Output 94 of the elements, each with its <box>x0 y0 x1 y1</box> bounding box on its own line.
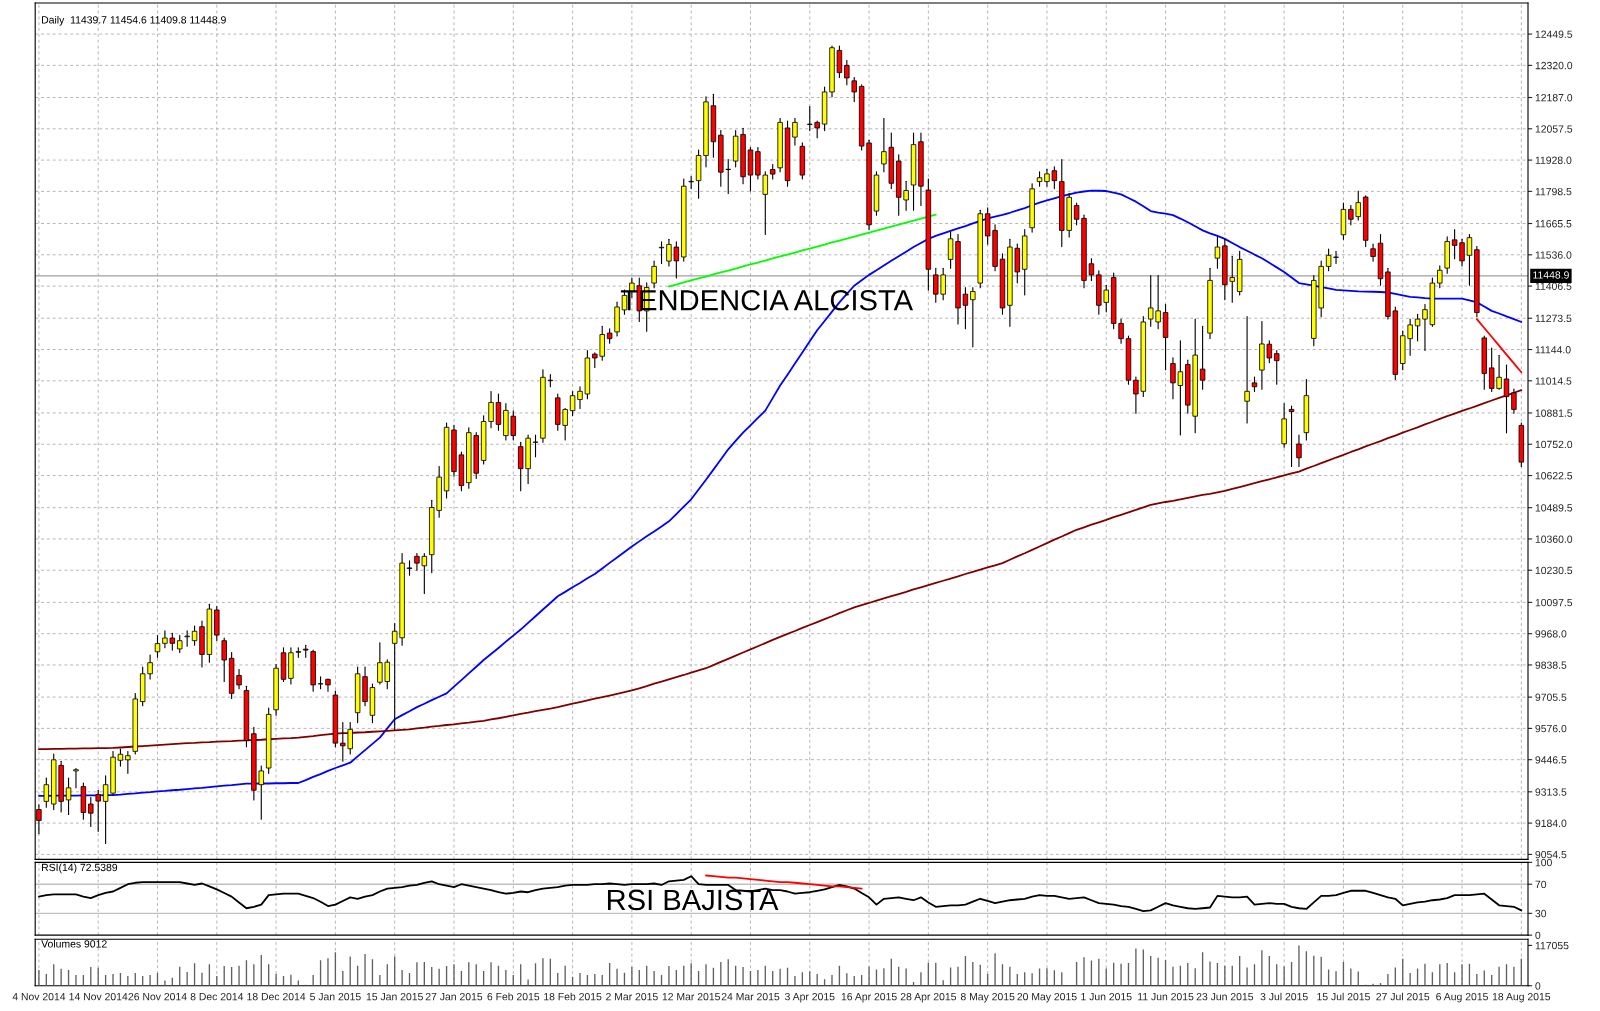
chart-title: RSI(14) 72.5389 <box>42 863 118 874</box>
x-tick-label: 27 Jul 2015 <box>1376 992 1430 1001</box>
x-tick-label: 24 Mar 2015 <box>721 992 780 1001</box>
candlestick <box>688 175 694 190</box>
y-tick-label: 9968.0 <box>1535 630 1567 638</box>
candlestick <box>184 630 190 647</box>
ref-line-label: 11448.9 <box>1533 271 1569 279</box>
annotation: RSI BAJISTA <box>607 889 779 911</box>
x-tick-label: 1 Jun 2015 <box>1081 992 1132 1001</box>
x-tick-label: 28 Apr 2015 <box>900 992 957 1003</box>
x-tick-label: 11 Jun 2015 <box>1138 992 1194 1001</box>
y-tick-label: 10752.0 <box>1535 440 1573 449</box>
candlestick <box>1244 316 1250 424</box>
y-tick-label: 9446.5 <box>1535 756 1567 764</box>
y-tick-label: 10622.5 <box>1535 472 1573 480</box>
y-tick-label: 9184.0 <box>1535 819 1567 827</box>
x-tick-label: 14 Nov 2014 <box>69 992 128 1001</box>
candlestick <box>532 434 539 458</box>
y-tick-label: 11014.5 <box>1535 377 1572 385</box>
x-tick-label: 2 Mar 2015 <box>606 992 658 1001</box>
line-series <box>668 213 937 288</box>
y-tick-label: 12057.5 <box>1535 125 1573 133</box>
y-tick-label: 9705.5 <box>1535 693 1567 701</box>
candlestick <box>95 789 101 832</box>
candlestick <box>1214 236 1221 269</box>
candlestick <box>1199 325 1206 390</box>
x-tick-label: 18 Dec 2014 <box>247 992 306 1001</box>
candlestick <box>65 777 72 815</box>
x-tick-label: 5 Jan 2015 <box>310 992 361 1001</box>
candlestick <box>495 393 502 431</box>
y-tick-label: 0 <box>1535 982 1541 990</box>
x-tick-label: 8 Dec 2014 <box>190 992 244 1001</box>
candlestick <box>154 635 161 658</box>
x-tick-label: 20 May 2015 <box>1017 992 1077 1003</box>
y-tick-label: 10360.0 <box>1535 535 1573 543</box>
x-tick-label: 16 Apr 2015 <box>841 992 897 1003</box>
candlestick <box>844 59 850 86</box>
candlestick <box>792 117 798 146</box>
y-tick-label: 12187.0 <box>1535 94 1573 102</box>
x-tick-label: 12 Mar 2015 <box>662 992 720 1001</box>
y-tick-label: 10230.5 <box>1535 566 1573 575</box>
candlestick <box>221 637 227 683</box>
y-tick-label: 11928.0 <box>1535 156 1572 164</box>
y-tick-label: 11536.0 <box>1535 251 1572 259</box>
y-tick-label: 0 <box>1535 931 1541 940</box>
x-tick-label: 4 Nov 2014 <box>12 992 66 1001</box>
candlestick <box>970 287 976 348</box>
x-tick-label: 3 Jul 2015 <box>1260 992 1308 1001</box>
y-tick-label: 12320.0 <box>1535 61 1573 70</box>
y-tick-label: 30 <box>1535 909 1547 918</box>
text: Daily 11439.7 11454.6 11409.8 11448.9 <box>42 15 226 26</box>
y-tick-label: 9313.5 <box>1535 788 1567 796</box>
candlestick <box>1437 265 1443 289</box>
x-tick-label: 18 Aug 2015 <box>1492 992 1551 1003</box>
candlestick <box>1503 364 1510 434</box>
x-tick-label: 27 Jan 2015 <box>425 992 483 1001</box>
x-tick-label: 18 Feb 2015 <box>544 992 602 1001</box>
y-tick-label: 11406.5 <box>1535 282 1572 290</box>
candlestick <box>1296 434 1302 468</box>
x-tick-label: 15 Jul 2015 <box>1317 992 1370 1001</box>
y-tick-label: 117055 <box>1535 941 1569 950</box>
y-tick-label: 10489.5 <box>1535 504 1573 512</box>
candlestick <box>851 76 857 103</box>
y-tick-label: 10097.5 <box>1535 598 1573 607</box>
y-tick-label: 11798.5 <box>1535 187 1572 196</box>
candlestick <box>1274 349 1280 385</box>
line-series <box>38 875 1523 913</box>
candlestick <box>88 796 94 828</box>
y-tick-label: 9054.5 <box>1535 850 1567 859</box>
line-series <box>705 874 863 890</box>
y-tick-label: 11273.5 <box>1535 314 1572 323</box>
y-tick-label: 11665.5 <box>1535 220 1572 228</box>
x-tick-label: 3 Apr 2015 <box>784 992 835 1003</box>
y-tick-label: 12449.5 <box>1535 30 1573 38</box>
x-tick-label: 26 Nov 2014 <box>128 992 187 1001</box>
candlestick <box>1511 388 1517 414</box>
x-tick-label: 15 Jan 2015 <box>366 992 423 1001</box>
line-series <box>1475 318 1523 374</box>
y-tick-label: 9838.5 <box>1535 661 1567 669</box>
candlestick <box>73 767 79 789</box>
y-tick-label: 10881.5 <box>1535 409 1573 417</box>
y-tick-label: 11144.0 <box>1535 346 1571 354</box>
y-tick-label: 9576.0 <box>1535 724 1567 733</box>
x-tick-label: 6 Aug 2015 <box>1436 992 1488 1003</box>
candlestick <box>651 260 657 289</box>
chart-title: Volumes 9012 <box>41 939 107 948</box>
x-tick-label: 23 Jun 2015 <box>1196 992 1254 1001</box>
x-tick-label: 6 Feb 2015 <box>487 992 540 1001</box>
candlestick <box>1288 405 1295 468</box>
y-tick-label: 70 <box>1535 880 1547 889</box>
candlestick <box>125 751 131 774</box>
y-tick-label: 100 <box>1535 858 1552 867</box>
x-tick-label: 8 May 2015 <box>960 992 1015 1003</box>
candlestick <box>43 777 50 808</box>
